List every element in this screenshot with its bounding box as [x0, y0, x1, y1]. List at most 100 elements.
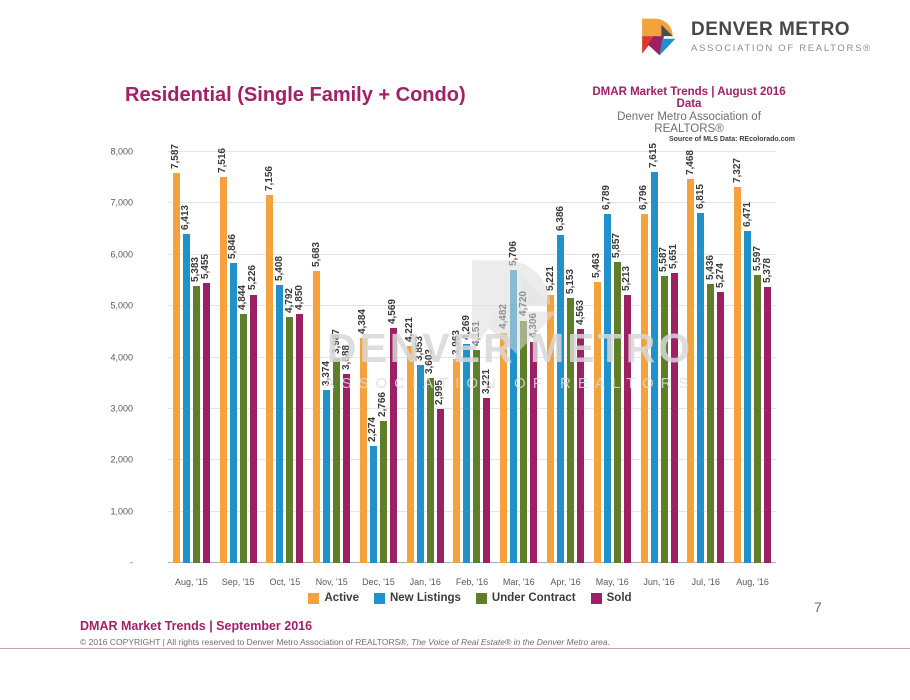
bar-value-label: 5,226	[247, 265, 259, 291]
x-axis-tick: Apr, '16	[550, 577, 581, 587]
gridline	[168, 253, 776, 255]
bar-value-label: 6,789	[601, 185, 613, 211]
bar-value-label: 5,274	[714, 263, 726, 289]
bar-value-label: 5,846	[227, 233, 239, 259]
logo-text: DENVER METRO ASSOCIATION OF REALTORS®	[691, 18, 872, 55]
bar-active: 6,796	[638, 185, 649, 563]
bar-new-listings: 3,374	[321, 361, 332, 563]
bar-active: 7,516	[217, 148, 228, 563]
x-axis-tick: Oct, '15	[269, 577, 301, 587]
bar-under-contract: 3,603	[424, 349, 435, 563]
y-axis-labels: - 1,000 2,000 3,000 4,000 5,000 6,000 7,000 8,00…	[103, 147, 133, 567]
bar-groups: 7,587 6,413 5,383 5,455 7,516 5,846 4,844 5,226…	[168, 143, 776, 563]
bar-group: 4,482 5,706 4,720 4,306	[495, 152, 542, 563]
bar-value-label: 6,413	[180, 204, 192, 230]
bar-fill-sold	[436, 409, 444, 563]
x-axis-tick: Jul, '16	[691, 577, 720, 587]
bar-value-label: 2,995	[434, 380, 446, 406]
logo: DENVER METRO ASSOCIATION OF REALTORS®	[636, 13, 872, 61]
bar-value-label: 5,378	[761, 257, 773, 283]
bar-group: 6,796 7,615 5,587 5,651	[636, 143, 683, 563]
bar-fill-sold	[296, 313, 304, 563]
bar-group: 5,463 6,789 5,857 5,213	[589, 152, 636, 563]
footer-title: DMAR Market Trends | September 2016	[80, 619, 313, 633]
bar-fill-under-contract	[613, 262, 621, 563]
x-axis-tick: Jan, '16	[409, 577, 441, 587]
x-axis-line	[168, 562, 776, 563]
x-axis-labels: Aug, '15 Sep, '15 Oct, '15 Nov, '15 Dec, '15…	[168, 577, 776, 587]
bar-fill-new-listings	[650, 171, 658, 563]
bar-value-label: 7,587	[170, 144, 182, 170]
bar-value-label: 4,482	[497, 303, 509, 329]
bar-fill-new-listings	[276, 285, 284, 563]
bar-fill-new-listings	[557, 234, 564, 563]
bar-fill-new-listings	[182, 233, 190, 563]
logo-name: DENVER METRO	[691, 18, 851, 40]
bar-under-contract: 5,436	[705, 255, 716, 563]
bar-under-contract: 3,987	[331, 329, 342, 563]
bar-value-label: 6,796	[638, 184, 650, 210]
bar-fill-under-contract	[379, 420, 387, 563]
bar-fill-sold	[764, 286, 772, 563]
bar-new-listings: 5,846	[227, 234, 238, 563]
bar-value-label: 4,569	[387, 299, 399, 325]
bar-new-listings: 6,471	[742, 202, 753, 563]
x-axis-tick: Aug, '16	[736, 577, 769, 587]
meta-report-name: DMAR Market Trends | August 2016 Data	[592, 86, 786, 110]
bar-new-listings: 6,386	[555, 206, 566, 563]
dmar-logo-icon	[642, 18, 676, 56]
bar-sold: 5,274	[715, 263, 726, 563]
bar-fill-active	[266, 195, 274, 563]
legend-item: New Listings	[373, 592, 461, 604]
x-axis-tick: Dec, '15	[362, 577, 395, 587]
bar-sold: 4,569	[387, 299, 398, 563]
gridline	[168, 407, 776, 409]
legend-swatch	[373, 592, 385, 604]
bar-fill-active	[406, 346, 414, 563]
bar-under-contract: 5,597	[752, 246, 763, 563]
bar-fill-under-contract	[520, 320, 528, 563]
x-axis-tick: Mar, '16	[502, 577, 535, 587]
bar-fill-sold	[670, 272, 678, 563]
bar-fill-under-contract	[567, 298, 574, 563]
bar-under-contract: 5,383	[190, 257, 201, 563]
x-axis-tick: Jun, '16	[643, 577, 675, 587]
bar-fill-sold	[249, 294, 257, 563]
bar-group: 5,221 6,386 5,153 4,563	[542, 152, 589, 563]
header-meta: DMAR Market Trends | August 2016 Data De…	[583, 86, 795, 143]
bar-group: 7,156 5,408 4,792 4,850	[262, 152, 309, 563]
bar-active: 5,683	[311, 242, 322, 563]
footer-rule	[0, 648, 910, 649]
bar-sold: 4,306	[528, 313, 539, 563]
x-axis-tick: May, '16	[595, 577, 629, 587]
bar-fill-sold	[389, 328, 397, 563]
bar-group: 7,516 5,846 4,844 5,226	[215, 148, 262, 563]
legend-label: Under Contract	[491, 592, 576, 604]
bar-sold: 5,455	[200, 254, 211, 563]
gridline	[168, 202, 776, 204]
bar-group: 5,683 3,374 3,987 3,688	[308, 152, 355, 563]
bar-sold: 5,226	[247, 265, 258, 563]
bar-sold: 3,688	[341, 345, 352, 563]
y-axis-tick: 8,000	[110, 146, 133, 157]
bar-fill-active	[734, 186, 742, 563]
bar-fill-under-contract	[660, 275, 668, 563]
bar-sold: 5,213	[621, 266, 632, 563]
bar-value-label: 3,374	[320, 360, 332, 386]
bar-fill-active	[547, 294, 554, 563]
legend-label: New Listings	[389, 592, 461, 604]
legend-swatch	[308, 592, 320, 604]
bar-under-contract: 2,766	[377, 392, 388, 563]
bar-new-listings: 5,408	[274, 256, 285, 563]
bar-fill-active	[359, 337, 367, 563]
bar-value-label: 6,815	[694, 183, 706, 209]
bar-value-label: 5,857	[611, 233, 623, 259]
legend-item: Under Contract	[475, 592, 576, 604]
x-axis-tick: Feb, '16	[455, 577, 489, 587]
bar-fill-sold	[343, 373, 351, 563]
bar-under-contract: 4,151	[471, 321, 482, 563]
x-axis-tick: Aug, '15	[175, 577, 208, 587]
bar-under-contract: 4,844	[237, 285, 248, 563]
legend-swatch	[475, 592, 487, 604]
